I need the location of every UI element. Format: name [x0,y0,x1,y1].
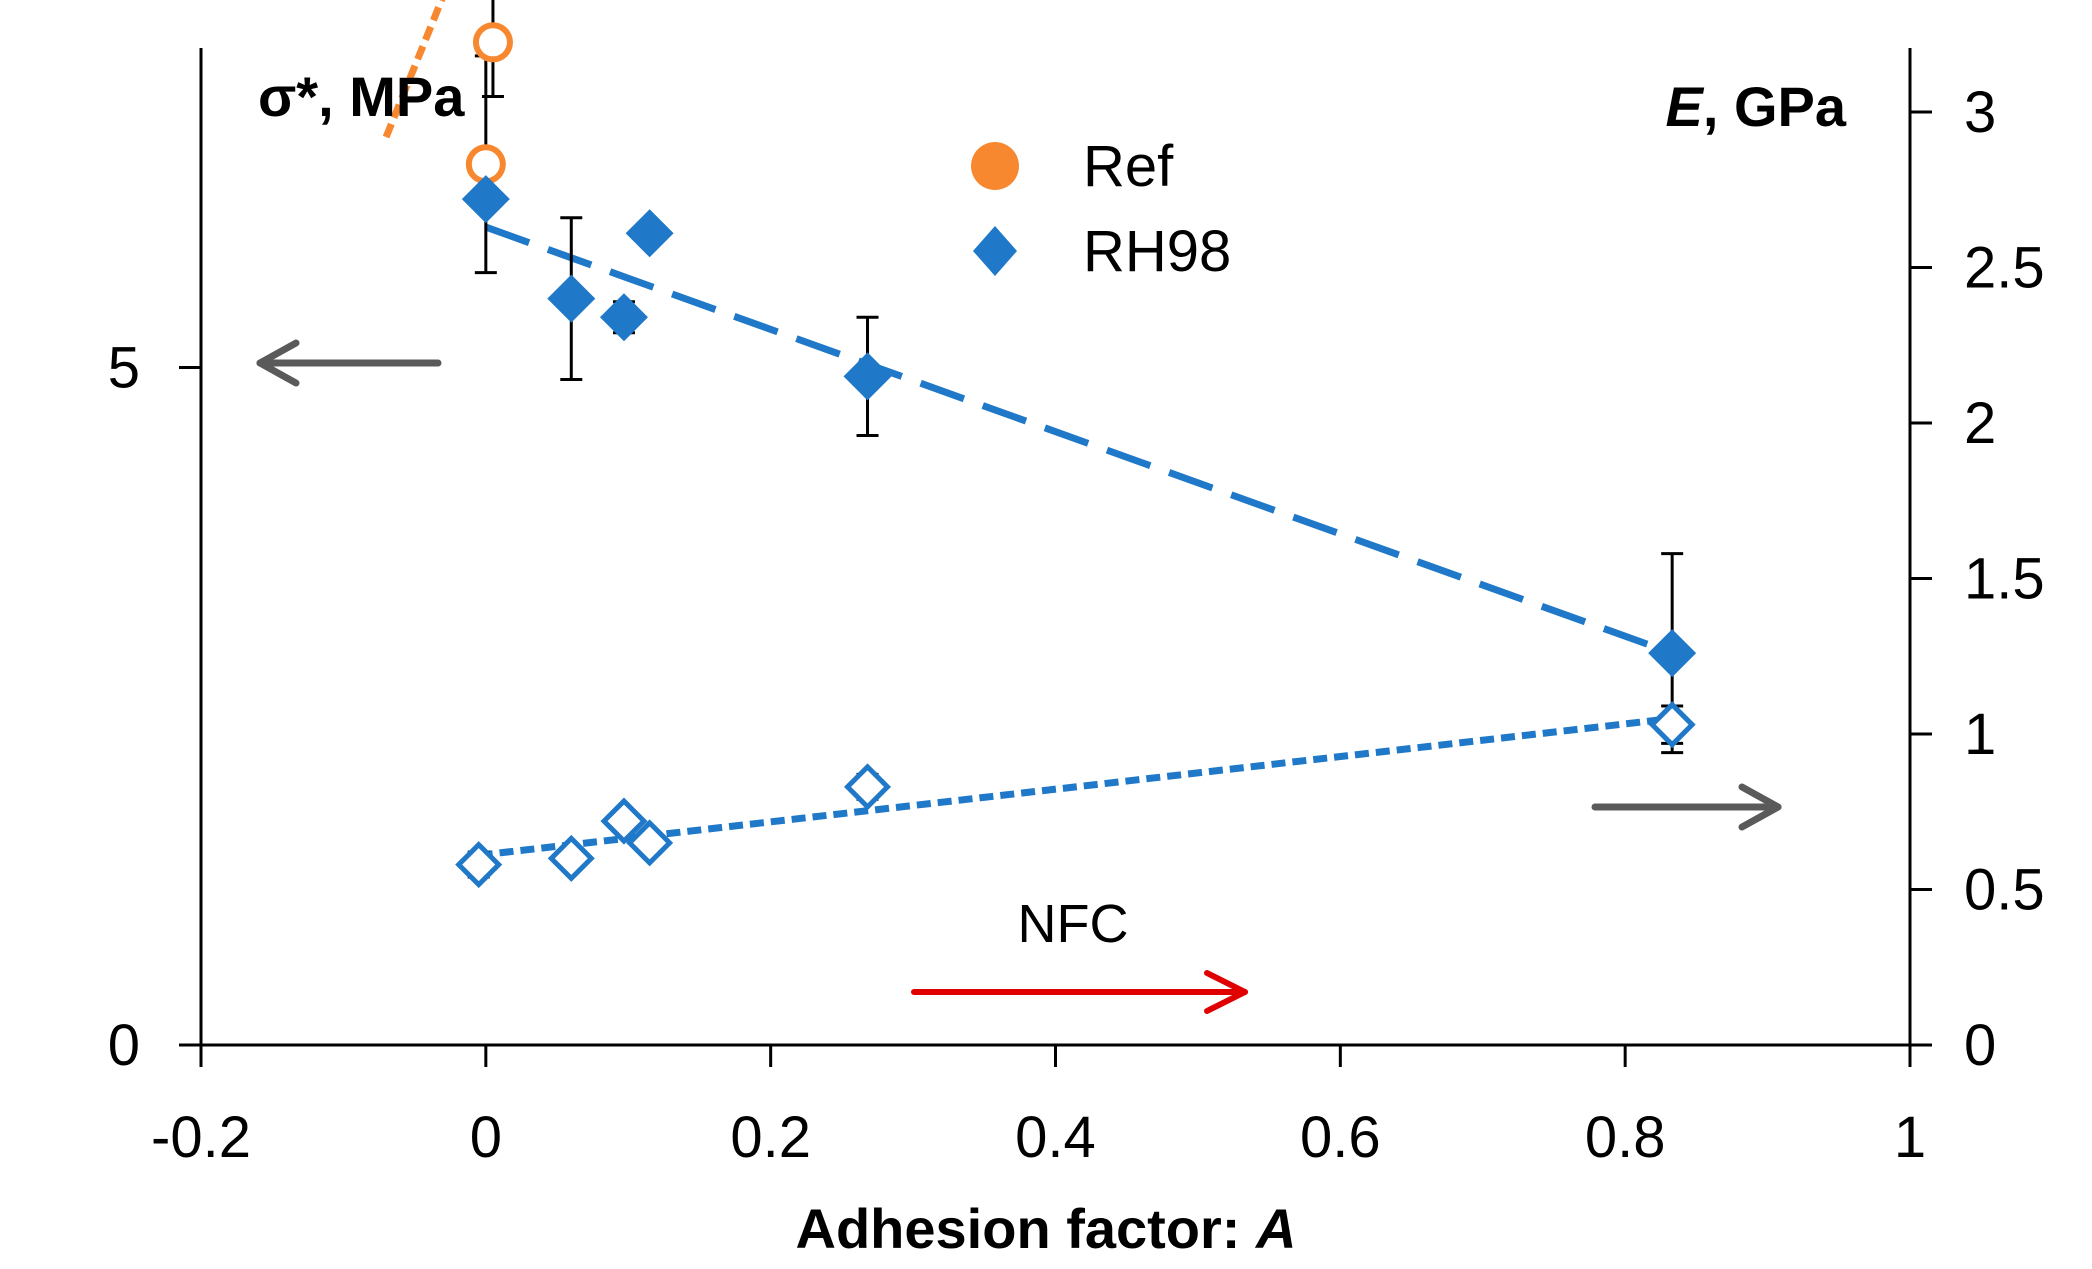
x-tick-label: 0.4 [1015,1105,1096,1170]
y-right-tick-label: 0 [1964,1013,1996,1078]
x-tick-label: 0 [470,1105,502,1170]
legend-rh98-marker [973,226,1017,276]
rh98-point-filled [461,175,510,224]
x-tick-label: 0.8 [1585,1105,1666,1170]
y-left-tick-label: 0 [108,1013,140,1078]
x-tick-label: 0.2 [730,1105,811,1170]
axis-layer [179,48,1932,1067]
y-right-tick-label: 2.5 [1964,236,2045,301]
rh98-point-filled [599,293,648,342]
trendline-layer [382,0,1674,859]
rh98-point-filled [625,209,674,258]
rh98-point-filled [843,352,892,401]
legend: Ref RH98 [971,134,1231,284]
rh98-point-filled [547,274,596,323]
y-right-axis-unit: , GPa [1703,75,1847,138]
x-tick-label: -0.2 [151,1105,251,1170]
right-axis-arrow [1591,783,1782,831]
x-tick-label: 1 [1894,1105,1926,1170]
y-left-axis-title: σ*, MPa [258,65,465,128]
rh98-point-open [843,763,892,811]
errorbar-layer [467,0,1684,879]
left-axis-arrow [256,339,442,387]
rh98-point-filled [1648,629,1697,678]
rh98-point-open [1648,701,1696,749]
rh98-point-open [547,834,595,882]
y-right-tick-label: 1.5 [1964,547,2045,612]
legend-ref-marker [971,142,1019,190]
trendline-3 [478,715,1673,859]
tick-label-layer: -0.200.20.40.60.810510152025303500.511.5… [108,80,2045,1170]
y-right-tick-label: 2 [1964,391,1996,456]
ref-point-open [472,22,513,63]
x-axis-title-var: A [1254,1197,1296,1260]
legend-ref-label: Ref [1083,134,1174,199]
y-right-tick-label: 0.5 [1964,858,2045,923]
rh98-point-open [626,819,674,867]
y-right-tick-label: 1 [1964,702,1996,767]
marker-layer [455,22,1697,889]
x-axis-title: Adhesion factor: A [796,1197,1297,1260]
rh98-point-open [455,841,503,889]
x-axis-title-text: Adhesion factor: [796,1197,1256,1260]
annotation-arrows: NFC [256,339,1782,1014]
nfc-label: NFC [1018,894,1129,954]
y-right-axis-title: E, GPa [1665,75,1846,138]
nfc-arrow [911,970,1248,1014]
legend-rh98-label: RH98 [1083,219,1231,284]
y-right-axis-var: E [1665,75,1704,138]
trendline-2 [484,223,1674,657]
x-tick-label: 0.6 [1300,1105,1381,1170]
y-left-tick-label: 5 [108,336,140,401]
rh98-point-open [600,797,648,845]
y-right-tick-label: 3 [1964,80,1996,145]
